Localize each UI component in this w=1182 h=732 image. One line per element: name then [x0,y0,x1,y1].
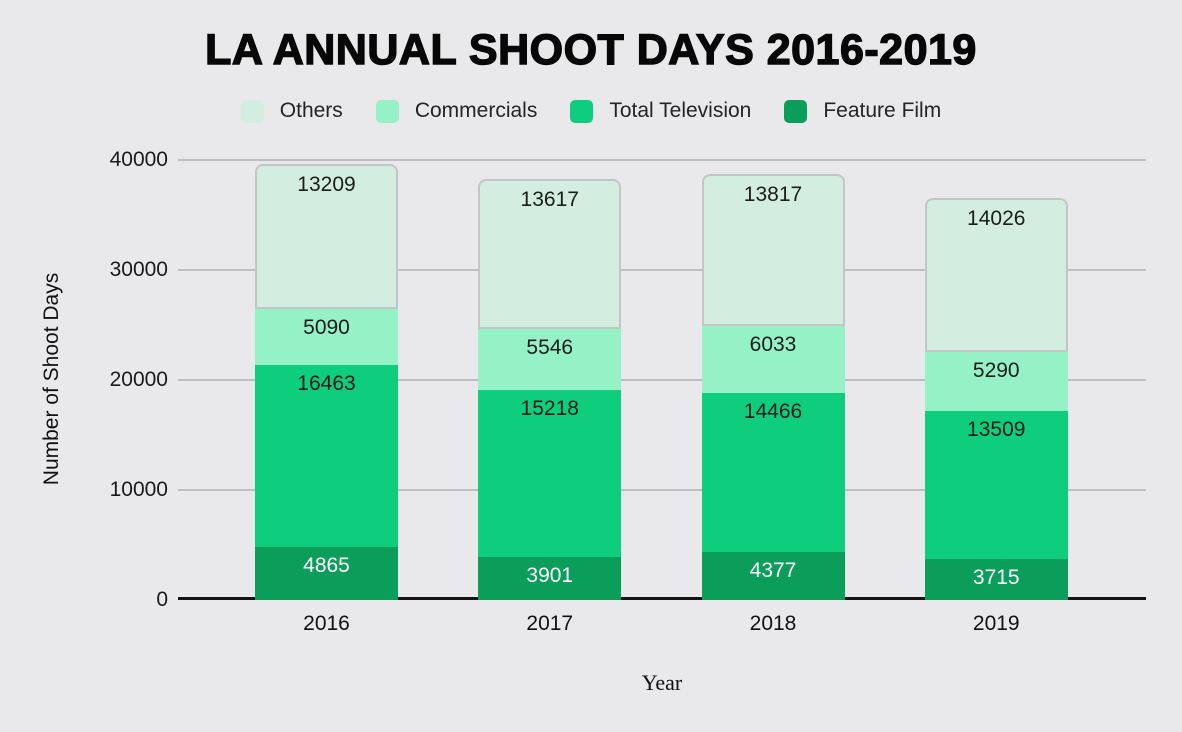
bar-value-label: 4865 [303,553,350,577]
bar-value-label: 6033 [749,333,797,357]
x-tick-label-2018: 2018 [749,612,797,635]
bar-value-label: 14026 [967,207,1026,231]
bar-value-label: 5290 [972,359,1020,383]
segment-2016-commercials: 5090 [255,309,398,366]
legend-swatch-icon [240,99,264,123]
legend-item-total-television: Total Television [570,99,751,123]
bar-value-label: 15218 [520,396,579,420]
gridline-30000 [178,269,1146,271]
segment-2019-total-television: 13509 [924,410,1068,560]
segment-2017-commercials: 5546 [478,328,622,390]
bar-value-label: 3715 [972,566,1020,590]
legend-swatch-icon [570,99,594,123]
plot-area: 4865 16463 5090 13209 2016 3901 15218 5546 13617… [178,159,1146,635]
segment-2018-feature-film: 4377 [701,551,845,600]
y-tick-label-10000: 10000 [109,478,168,501]
legend-item-label: Commercials [414,99,538,122]
segment-2016-others: 13209 [255,164,398,310]
legend-item-label: Feature Film [823,99,942,122]
legend-item-others: Others [240,99,343,123]
bar-2018: 4377 14466 6033 13817 [701,160,845,600]
x-tick-label-2017: 2017 [526,612,574,635]
bar-value-label: 5546 [526,335,574,359]
legend: Others Commercials Total Television Feature… [0,99,1182,123]
segment-2018-total-television: 14466 [701,392,845,552]
segment-2016-feature-film: 4865 [255,546,398,600]
legend-item-label: Total Television [609,99,752,122]
legend-swatch-icon [784,99,808,123]
legend-item-label: Others [279,99,343,122]
segment-2016-total-television: 16463 [255,365,398,547]
bar-value-label: 14466 [743,399,803,423]
x-axis-title: Year [641,670,683,695]
segment-2017-feature-film: 3901 [478,557,622,600]
bar-value-label: 4377 [749,558,797,582]
y-tick-label-20000: 20000 [109,368,168,391]
segment-2017-total-television: 15218 [478,389,622,558]
legend-item-commercials: Commercials [375,99,538,123]
bar-value-label: 13209 [297,173,356,197]
segment-2017-others: 13617 [478,178,622,329]
segment-2019-feature-film: 3715 [924,559,1068,600]
legend-item-feature-film: Feature Film [784,99,941,123]
y-tick-label-40000: 40000 [109,148,168,171]
bar-value-label: 13817 [743,183,803,207]
bar-value-label: 13509 [967,417,1026,441]
bar-value-label: 3901 [526,564,574,588]
gridline-40000 [178,159,1146,161]
bar-value-label: 13617 [520,187,579,211]
y-tick-label-0: 0 [156,588,168,611]
x-tick-label-2019: 2019 [972,612,1020,635]
bar-value-label: 16463 [297,372,356,396]
segment-2019-others: 14026 [924,198,1068,353]
segment-2018-others: 13817 [701,174,845,327]
x-tick-label-2016: 2016 [303,612,350,635]
segment-2018-commercials: 6033 [701,326,845,393]
segment-2019-commercials: 5290 [924,352,1068,411]
gridline-10000 [178,489,1146,491]
x-axis-line [178,597,1146,600]
bar-value-label: 5090 [303,316,350,340]
bar-2017: 3901 15218 5546 13617 [478,160,622,600]
chart-title: LA ANNUAL SHOOT DAYS 2016-2019 [204,26,977,74]
y-tick-label-30000: 30000 [109,258,168,281]
bar-2019: 3715 13509 5290 14026 [924,160,1068,600]
legend-swatch-icon [375,99,399,123]
bar-2016: 4865 16463 5090 13209 [255,160,398,600]
gridline-20000 [178,379,1146,381]
